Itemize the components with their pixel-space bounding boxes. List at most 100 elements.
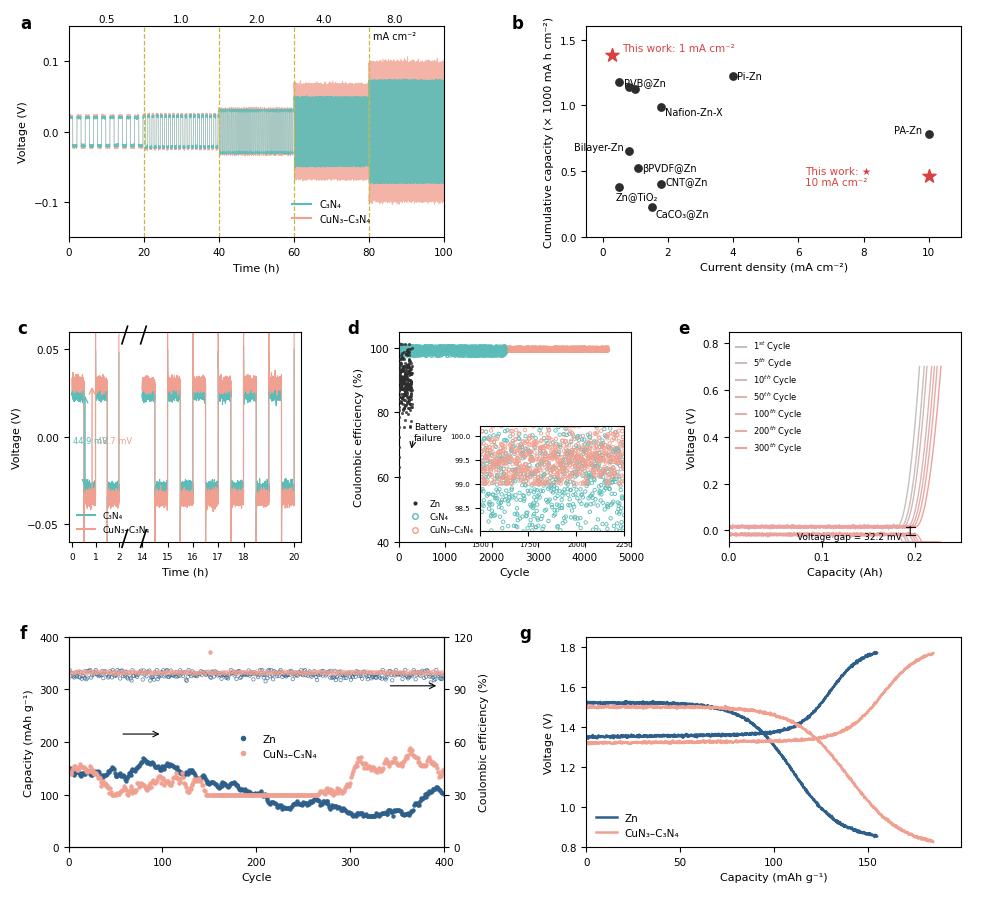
- Point: [415, 342, 431, 356]
- Point: [100, 782, 116, 796]
- Point: [90, 771, 106, 785]
- Point: [575, 343, 591, 358]
- Point: [509, 342, 525, 356]
- Point: [402, 340, 418, 354]
- Point: [272, 667, 287, 681]
- Point: [361, 665, 377, 680]
- Point: [469, 343, 485, 358]
- Point: [586, 343, 601, 358]
- Point: [410, 342, 426, 356]
- Point: [126, 763, 141, 777]
- Point: [482, 343, 497, 358]
- Point: [466, 342, 482, 356]
- Point: [491, 341, 507, 355]
- Point: [506, 341, 522, 355]
- Point: [396, 345, 412, 360]
- Point: [404, 348, 420, 363]
- Point: [226, 774, 241, 789]
- Point: [437, 345, 452, 360]
- Point: [471, 348, 487, 363]
- Point: [404, 343, 420, 357]
- Point: [229, 787, 244, 802]
- Point: [391, 341, 407, 355]
- Point: [460, 343, 476, 357]
- Point: [479, 342, 494, 356]
- Point: [408, 345, 424, 360]
- Point: [469, 343, 485, 358]
- Point: [505, 344, 521, 359]
- Point: [428, 343, 443, 357]
- Point: [521, 343, 537, 357]
- Point: [563, 342, 579, 356]
- Point: [463, 346, 479, 361]
- Point: [572, 342, 588, 356]
- Point: [489, 342, 504, 356]
- Point: [391, 351, 407, 365]
- Point: [403, 343, 419, 358]
- Point: [425, 344, 440, 359]
- Point: [532, 343, 547, 357]
- Point: [508, 341, 524, 355]
- Point: [394, 343, 410, 357]
- Point: [565, 343, 581, 357]
- Point: [401, 343, 417, 357]
- Point: [476, 344, 491, 359]
- Point: [331, 800, 346, 814]
- Point: [573, 342, 589, 356]
- Point: [417, 344, 433, 359]
- Point: [428, 342, 443, 356]
- Point: [434, 346, 449, 361]
- Point: [510, 343, 526, 357]
- Point: [439, 344, 454, 359]
- Point: [521, 343, 537, 357]
- Point: [72, 766, 87, 781]
- Point: [430, 345, 445, 360]
- Point: [136, 753, 152, 768]
- Point: [436, 343, 451, 357]
- Point: [410, 343, 426, 357]
- Point: [576, 342, 592, 356]
- Point: [549, 343, 565, 358]
- Point: [519, 342, 535, 356]
- Point: [517, 344, 533, 359]
- Point: [390, 666, 406, 681]
- Point: [480, 343, 495, 357]
- Point: [535, 342, 550, 356]
- Point: [433, 343, 448, 357]
- Point: [529, 343, 544, 357]
- Point: [514, 343, 530, 357]
- Point: [393, 364, 409, 379]
- Point: [369, 667, 385, 681]
- Point: [187, 768, 203, 783]
- Point: [452, 343, 468, 358]
- Point: [244, 667, 260, 681]
- Point: [452, 343, 468, 358]
- Point: [549, 343, 565, 357]
- Point: [461, 342, 477, 356]
- Point: [471, 347, 487, 362]
- Point: [458, 347, 474, 362]
- Point: [411, 341, 427, 355]
- Point: [397, 343, 413, 357]
- Point: [484, 343, 499, 358]
- Point: [439, 343, 454, 358]
- Point: [178, 776, 193, 791]
- Point: [417, 343, 433, 358]
- Point: [547, 343, 563, 357]
- Point: [442, 345, 458, 360]
- Point: [460, 343, 476, 357]
- Point: [448, 344, 464, 359]
- Point: [396, 342, 412, 356]
- Point: [207, 666, 223, 681]
- Point: [453, 344, 469, 359]
- Point: [475, 343, 490, 358]
- Point: [485, 344, 500, 359]
- Point: [569, 342, 585, 356]
- Point: [501, 343, 517, 357]
- Point: [397, 343, 413, 357]
- Point: [491, 342, 507, 356]
- Point: [555, 342, 571, 356]
- Point: [580, 343, 595, 357]
- Point: [443, 342, 459, 356]
- Point: [409, 343, 425, 358]
